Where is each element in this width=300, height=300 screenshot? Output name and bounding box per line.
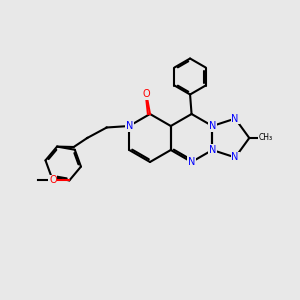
Text: O: O xyxy=(49,176,57,185)
Text: N: N xyxy=(232,152,239,162)
Text: N: N xyxy=(125,121,133,131)
Text: CH₃: CH₃ xyxy=(259,134,273,142)
Text: N: N xyxy=(232,114,239,124)
Text: N: N xyxy=(188,157,195,167)
Text: N: N xyxy=(209,145,216,155)
Text: O: O xyxy=(142,89,150,100)
Text: N: N xyxy=(209,121,216,131)
